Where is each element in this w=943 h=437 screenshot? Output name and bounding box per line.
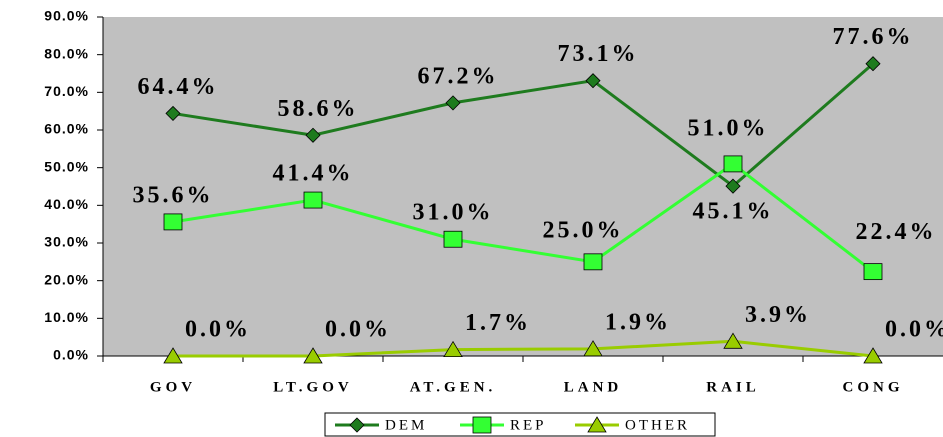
data-label: 58.6% xyxy=(278,96,359,122)
data-label: 0.0% xyxy=(185,317,251,343)
legend-marker xyxy=(472,416,492,434)
y-tick-label: 60.0% xyxy=(44,121,89,137)
data-label: 73.1% xyxy=(558,41,639,67)
legend-label: REP xyxy=(510,417,547,433)
data-label: 64.4% xyxy=(138,74,219,100)
legend-label: OTHER xyxy=(625,417,690,433)
y-tick-label: 40.0% xyxy=(44,196,89,212)
legend-marker xyxy=(587,416,607,433)
data-point xyxy=(863,263,883,281)
legend-marker xyxy=(349,417,365,433)
data-point xyxy=(305,127,321,143)
x-tick-label: RAIL xyxy=(706,379,760,395)
data-label: 22.4% xyxy=(856,219,937,245)
y-tick-label: 50.0% xyxy=(44,158,89,174)
plot-area xyxy=(103,17,943,356)
y-tick-label: 30.0% xyxy=(44,234,89,250)
legend-label: DEM xyxy=(385,417,427,433)
data-point xyxy=(443,340,463,357)
data-label: 31.0% xyxy=(413,200,494,226)
data-label: 45.1% xyxy=(693,199,774,225)
data-point xyxy=(165,105,181,121)
legend-box xyxy=(324,412,716,437)
data-label: 41.4% xyxy=(273,161,354,187)
y-tick-label: 0.0% xyxy=(53,347,89,363)
data-label: 35.6% xyxy=(133,182,214,208)
data-point xyxy=(723,155,743,173)
data-label: 51.0% xyxy=(688,115,769,141)
data-label: 67.2% xyxy=(418,63,499,89)
y-tick-label: 70.0% xyxy=(44,83,89,99)
y-tick-label: 20.0% xyxy=(44,271,89,287)
series-line xyxy=(173,339,874,358)
data-label: 0.0% xyxy=(325,317,391,343)
data-point xyxy=(163,347,183,364)
data-label: 1.9% xyxy=(605,309,671,335)
series-line xyxy=(172,162,874,273)
data-point xyxy=(723,332,743,349)
data-point xyxy=(303,191,323,209)
data-point xyxy=(443,230,463,248)
data-point xyxy=(445,95,461,111)
y-tick-label: 90.0% xyxy=(44,8,89,24)
data-label: 77.6% xyxy=(833,24,914,50)
data-label: 25.0% xyxy=(543,217,624,243)
x-tick-label: AT.GEN. xyxy=(410,379,497,395)
x-tick-label: LT.GOV xyxy=(273,379,352,395)
series-line xyxy=(172,62,874,189)
x-tick-label: LAND xyxy=(564,379,623,395)
data-label: 0.0% xyxy=(885,317,943,343)
data-label: 3.9% xyxy=(745,302,811,328)
x-tick-label: GOV xyxy=(150,379,196,395)
y-tick-label: 10.0% xyxy=(44,309,89,325)
x-tick-label: CONG xyxy=(843,379,904,395)
data-point xyxy=(583,253,603,271)
data-point xyxy=(725,178,741,194)
data-point xyxy=(863,347,883,364)
data-point xyxy=(163,213,183,231)
data-point xyxy=(585,73,601,89)
data-label: 1.7% xyxy=(465,310,531,336)
data-point xyxy=(583,340,603,357)
data-point xyxy=(303,347,323,364)
data-point xyxy=(865,56,881,72)
y-tick-label: 80.0% xyxy=(44,45,89,61)
